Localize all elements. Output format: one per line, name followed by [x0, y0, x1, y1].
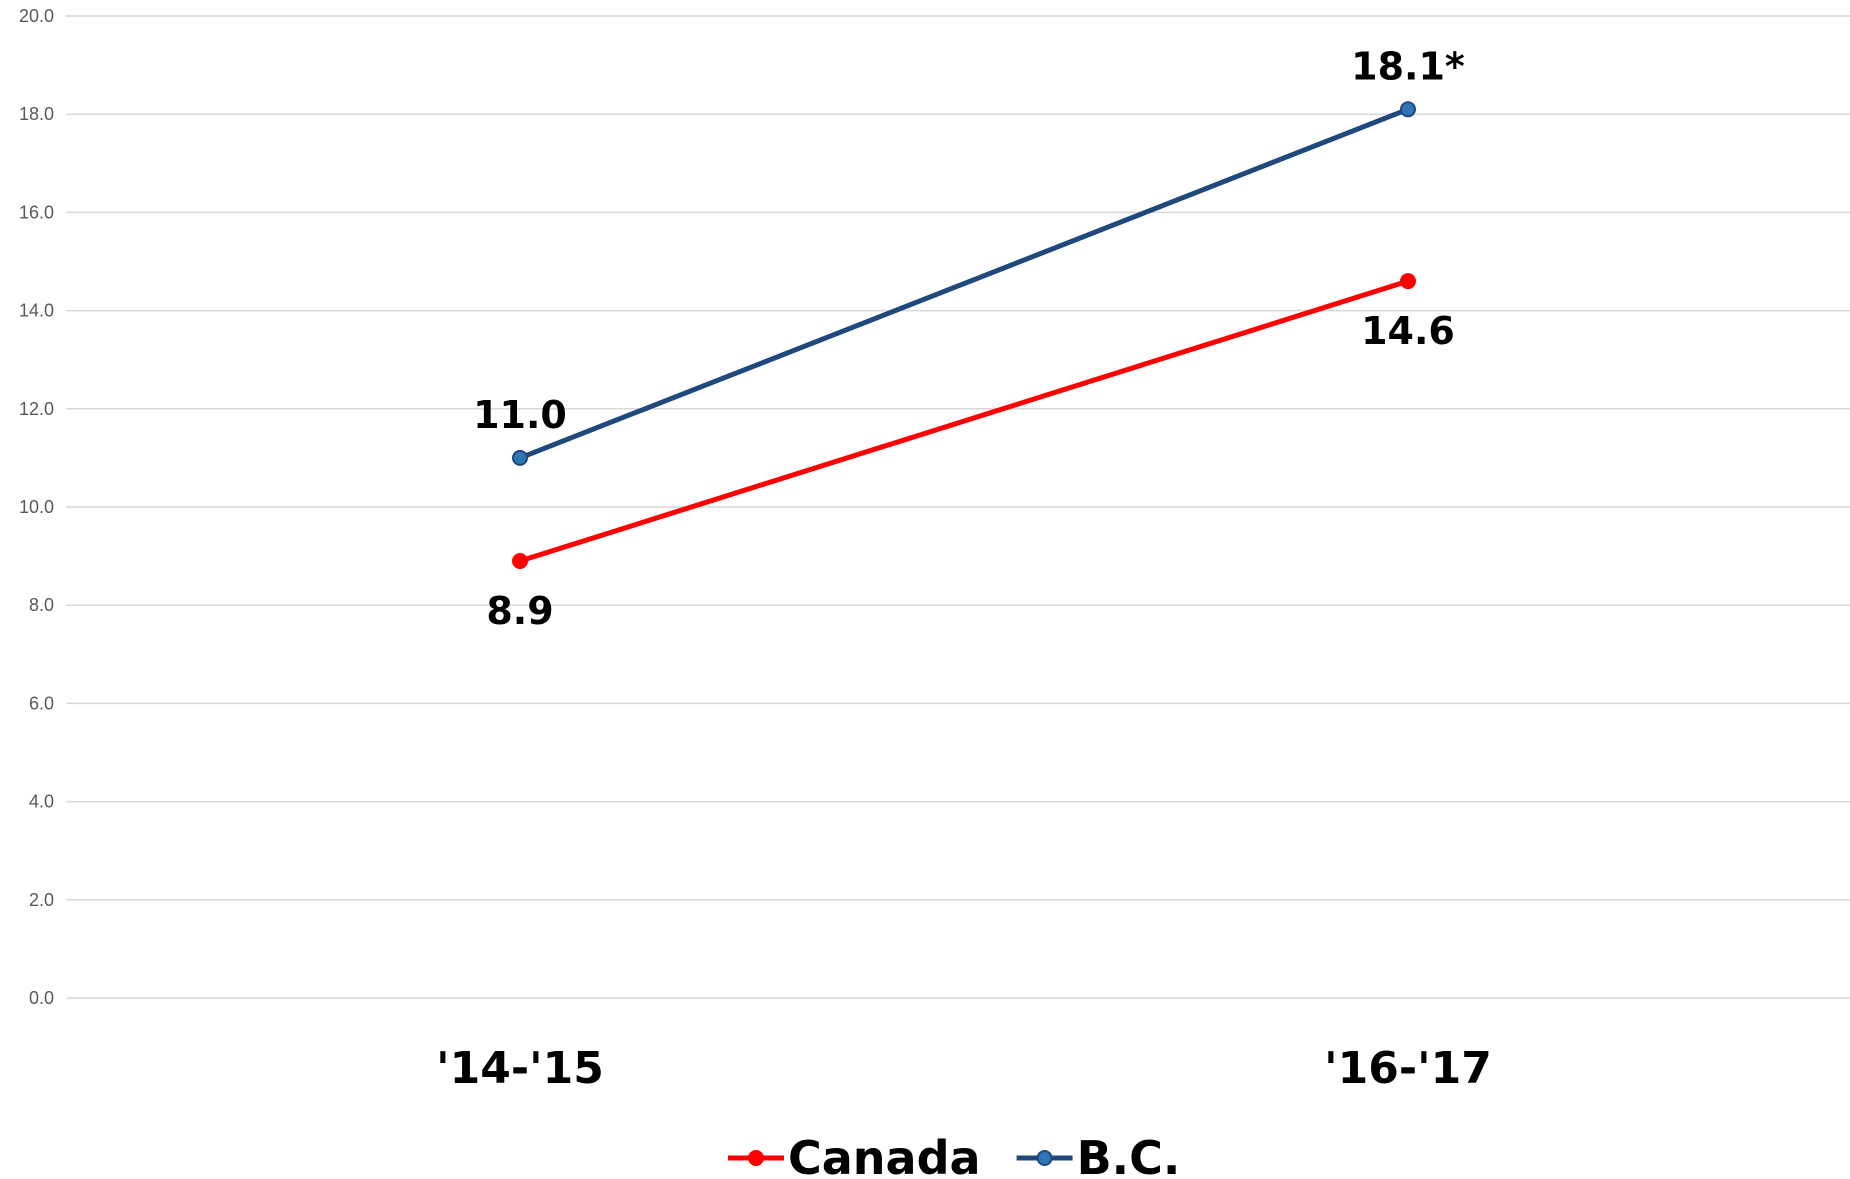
- x-tick-label: '16-'17: [1324, 1043, 1492, 1094]
- y-tick-label: 16.0: [19, 202, 54, 222]
- y-tick-label: 2.0: [29, 890, 54, 910]
- data-point-b-c: [512, 449, 528, 466]
- series-line-canada: [519, 278, 1409, 564]
- legend-label-b-c: B.C.: [1077, 1131, 1181, 1179]
- y-axis-ticks: 0.0 2.0 4.0 6.0 8.0 10.0 12.0 14.0 16.0 18.0 20.0: [19, 6, 54, 1008]
- data-label-canada: 8.9: [486, 589, 553, 633]
- data-point-canada: [1400, 273, 1416, 290]
- y-tick-label: 18.0: [19, 104, 54, 124]
- legend-marker-canada: [748, 1150, 764, 1166]
- data-label-canada: 14.6: [1361, 309, 1455, 353]
- series-line-b-c: [519, 106, 1409, 461]
- data-label-b-c: 11.0: [473, 393, 567, 437]
- y-tick-label: 10.0: [19, 497, 54, 517]
- legend-marker-b-c: [1036, 1150, 1053, 1166]
- legend-label-canada: Canada: [788, 1131, 981, 1179]
- data-labels: 8.9 14.6 11.0 18.1*: [473, 44, 1465, 633]
- data-point-canada: [512, 553, 528, 570]
- y-tick-label: 20.0: [19, 6, 54, 26]
- y-tick-label: 8.0: [29, 595, 54, 615]
- y-tick-label: 0.0: [29, 988, 54, 1008]
- data-label-b-c: 18.1*: [1351, 44, 1465, 88]
- legend: Canada B.C.: [728, 1131, 1180, 1179]
- x-tick-label: '14-'15: [436, 1043, 604, 1094]
- y-tick-label: 6.0: [29, 693, 54, 713]
- series-lines: [512, 101, 1416, 570]
- x-axis-ticks: '14-'15 '16-'17: [436, 1043, 1492, 1094]
- data-point-b-c: [1400, 101, 1416, 118]
- gridlines: [66, 15, 1850, 999]
- y-tick-label: 14.0: [19, 301, 54, 321]
- y-tick-label: 4.0: [29, 792, 54, 812]
- y-tick-label: 12.0: [19, 399, 54, 419]
